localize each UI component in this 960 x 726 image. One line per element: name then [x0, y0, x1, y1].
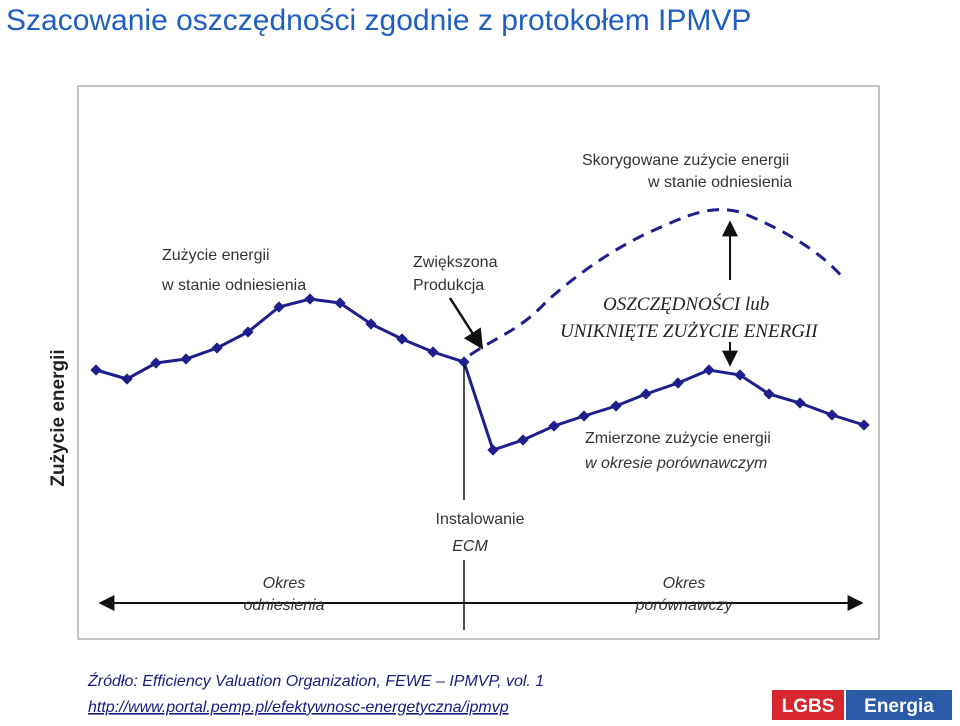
point — [242, 326, 254, 338]
label: Skorygowane zużycie energii — [582, 152, 789, 169]
url[interactable]: http://www.portal.pemp.pl/efektywnosc-en… — [88, 699, 509, 716]
point — [734, 369, 746, 381]
y-axis-label: Zużycie energii — [48, 349, 69, 486]
label: w okresie porównawczym — [585, 455, 767, 472]
point — [517, 434, 529, 446]
label: ECM — [452, 538, 488, 555]
point — [858, 419, 870, 431]
frame — [77, 85, 880, 640]
logo-part — [846, 690, 952, 720]
point — [826, 409, 838, 421]
point — [427, 346, 439, 358]
label: w stanie odniesienia — [647, 174, 792, 191]
point — [180, 353, 192, 365]
label: Okres — [663, 575, 706, 592]
point — [640, 388, 652, 400]
label: UNIKNIĘTE ZUŻYCIE ENERGII — [560, 321, 819, 342]
points — [90, 293, 870, 456]
point — [703, 364, 715, 376]
label: Instalowanie — [436, 511, 525, 528]
arrow — [448, 297, 484, 350]
label: w stanie odniesienia — [161, 277, 306, 294]
source: Źródło: Efficiency Valuation Organizatio… — [87, 671, 544, 690]
point — [794, 397, 806, 409]
label: OSZCZĘDNOŚCI lub — [603, 293, 769, 315]
point — [273, 301, 285, 313]
point — [458, 356, 470, 368]
label: Okres — [263, 575, 306, 592]
point — [487, 444, 499, 456]
label: Produkcja — [413, 277, 484, 294]
title: Szacowanie oszczędności zgodnie z protok… — [6, 4, 751, 37]
point — [304, 293, 316, 305]
point — [211, 342, 223, 354]
logo-text: Energia — [864, 696, 934, 717]
point — [672, 377, 684, 389]
label: Zużycie energii — [162, 247, 270, 264]
point — [365, 318, 377, 330]
point — [548, 420, 560, 432]
point — [150, 357, 162, 369]
point — [334, 297, 346, 309]
label: porównawczy — [635, 597, 734, 614]
point — [578, 410, 590, 422]
logo-text: LGBS — [782, 696, 835, 717]
label: odniesienia — [244, 597, 325, 614]
adjusted-line — [469, 208, 847, 357]
point — [763, 388, 775, 400]
point — [610, 400, 622, 412]
logo-part — [772, 690, 844, 720]
label: Zwiększona — [413, 254, 498, 271]
label: Zmierzone zużycie energii — [585, 430, 771, 447]
point — [396, 333, 408, 345]
baseline-line — [95, 297, 865, 452]
